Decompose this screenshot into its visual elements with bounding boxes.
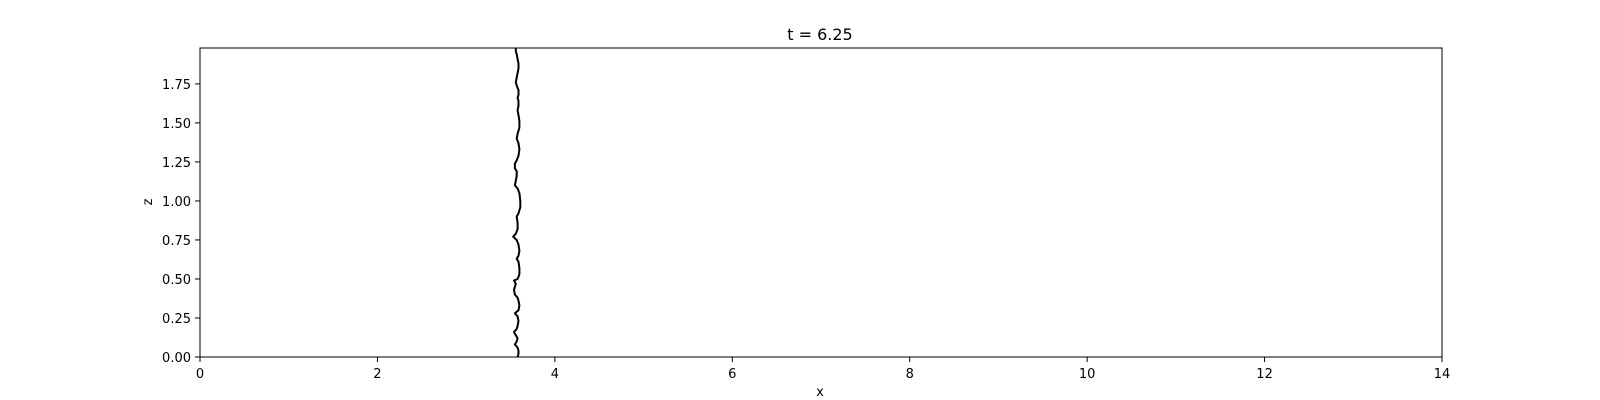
x-tick-label: 8 [906,367,914,382]
y-tick-label: 0.00 [162,351,191,366]
y-tick-label: 1.00 [162,195,191,210]
axes-frame [199,47,1443,358]
x-tick-label: 14 [1434,367,1451,382]
y-tick-label: 0.25 [162,312,191,327]
x-tick-label: 0 [196,367,204,382]
y-tick-label: 1.25 [162,156,191,171]
x-axis: 0 2 4 6 8 10 12 14 [196,357,1450,382]
y-tick-label: 0.75 [162,234,191,249]
y-tick-label: 1.50 [162,117,191,132]
plot-area [512,48,522,358]
y-tick-label: 1.75 [162,78,191,93]
y-axis-label: z [141,198,156,205]
chart-title: t = 6.25 [787,25,852,44]
x-axis-label: x [816,385,824,400]
x-tick-label: 2 [373,367,381,382]
x-tick-label: 10 [1079,367,1096,382]
x-tick-label: 6 [728,367,736,382]
x-tick-label: 12 [1256,367,1273,382]
front-contour-line [512,48,522,358]
x-tick-label: 4 [551,367,559,382]
y-axis: 0.00 0.25 0.50 0.75 1.00 1.25 1.50 1.75 [162,78,200,366]
y-tick-label: 0.50 [162,273,191,288]
